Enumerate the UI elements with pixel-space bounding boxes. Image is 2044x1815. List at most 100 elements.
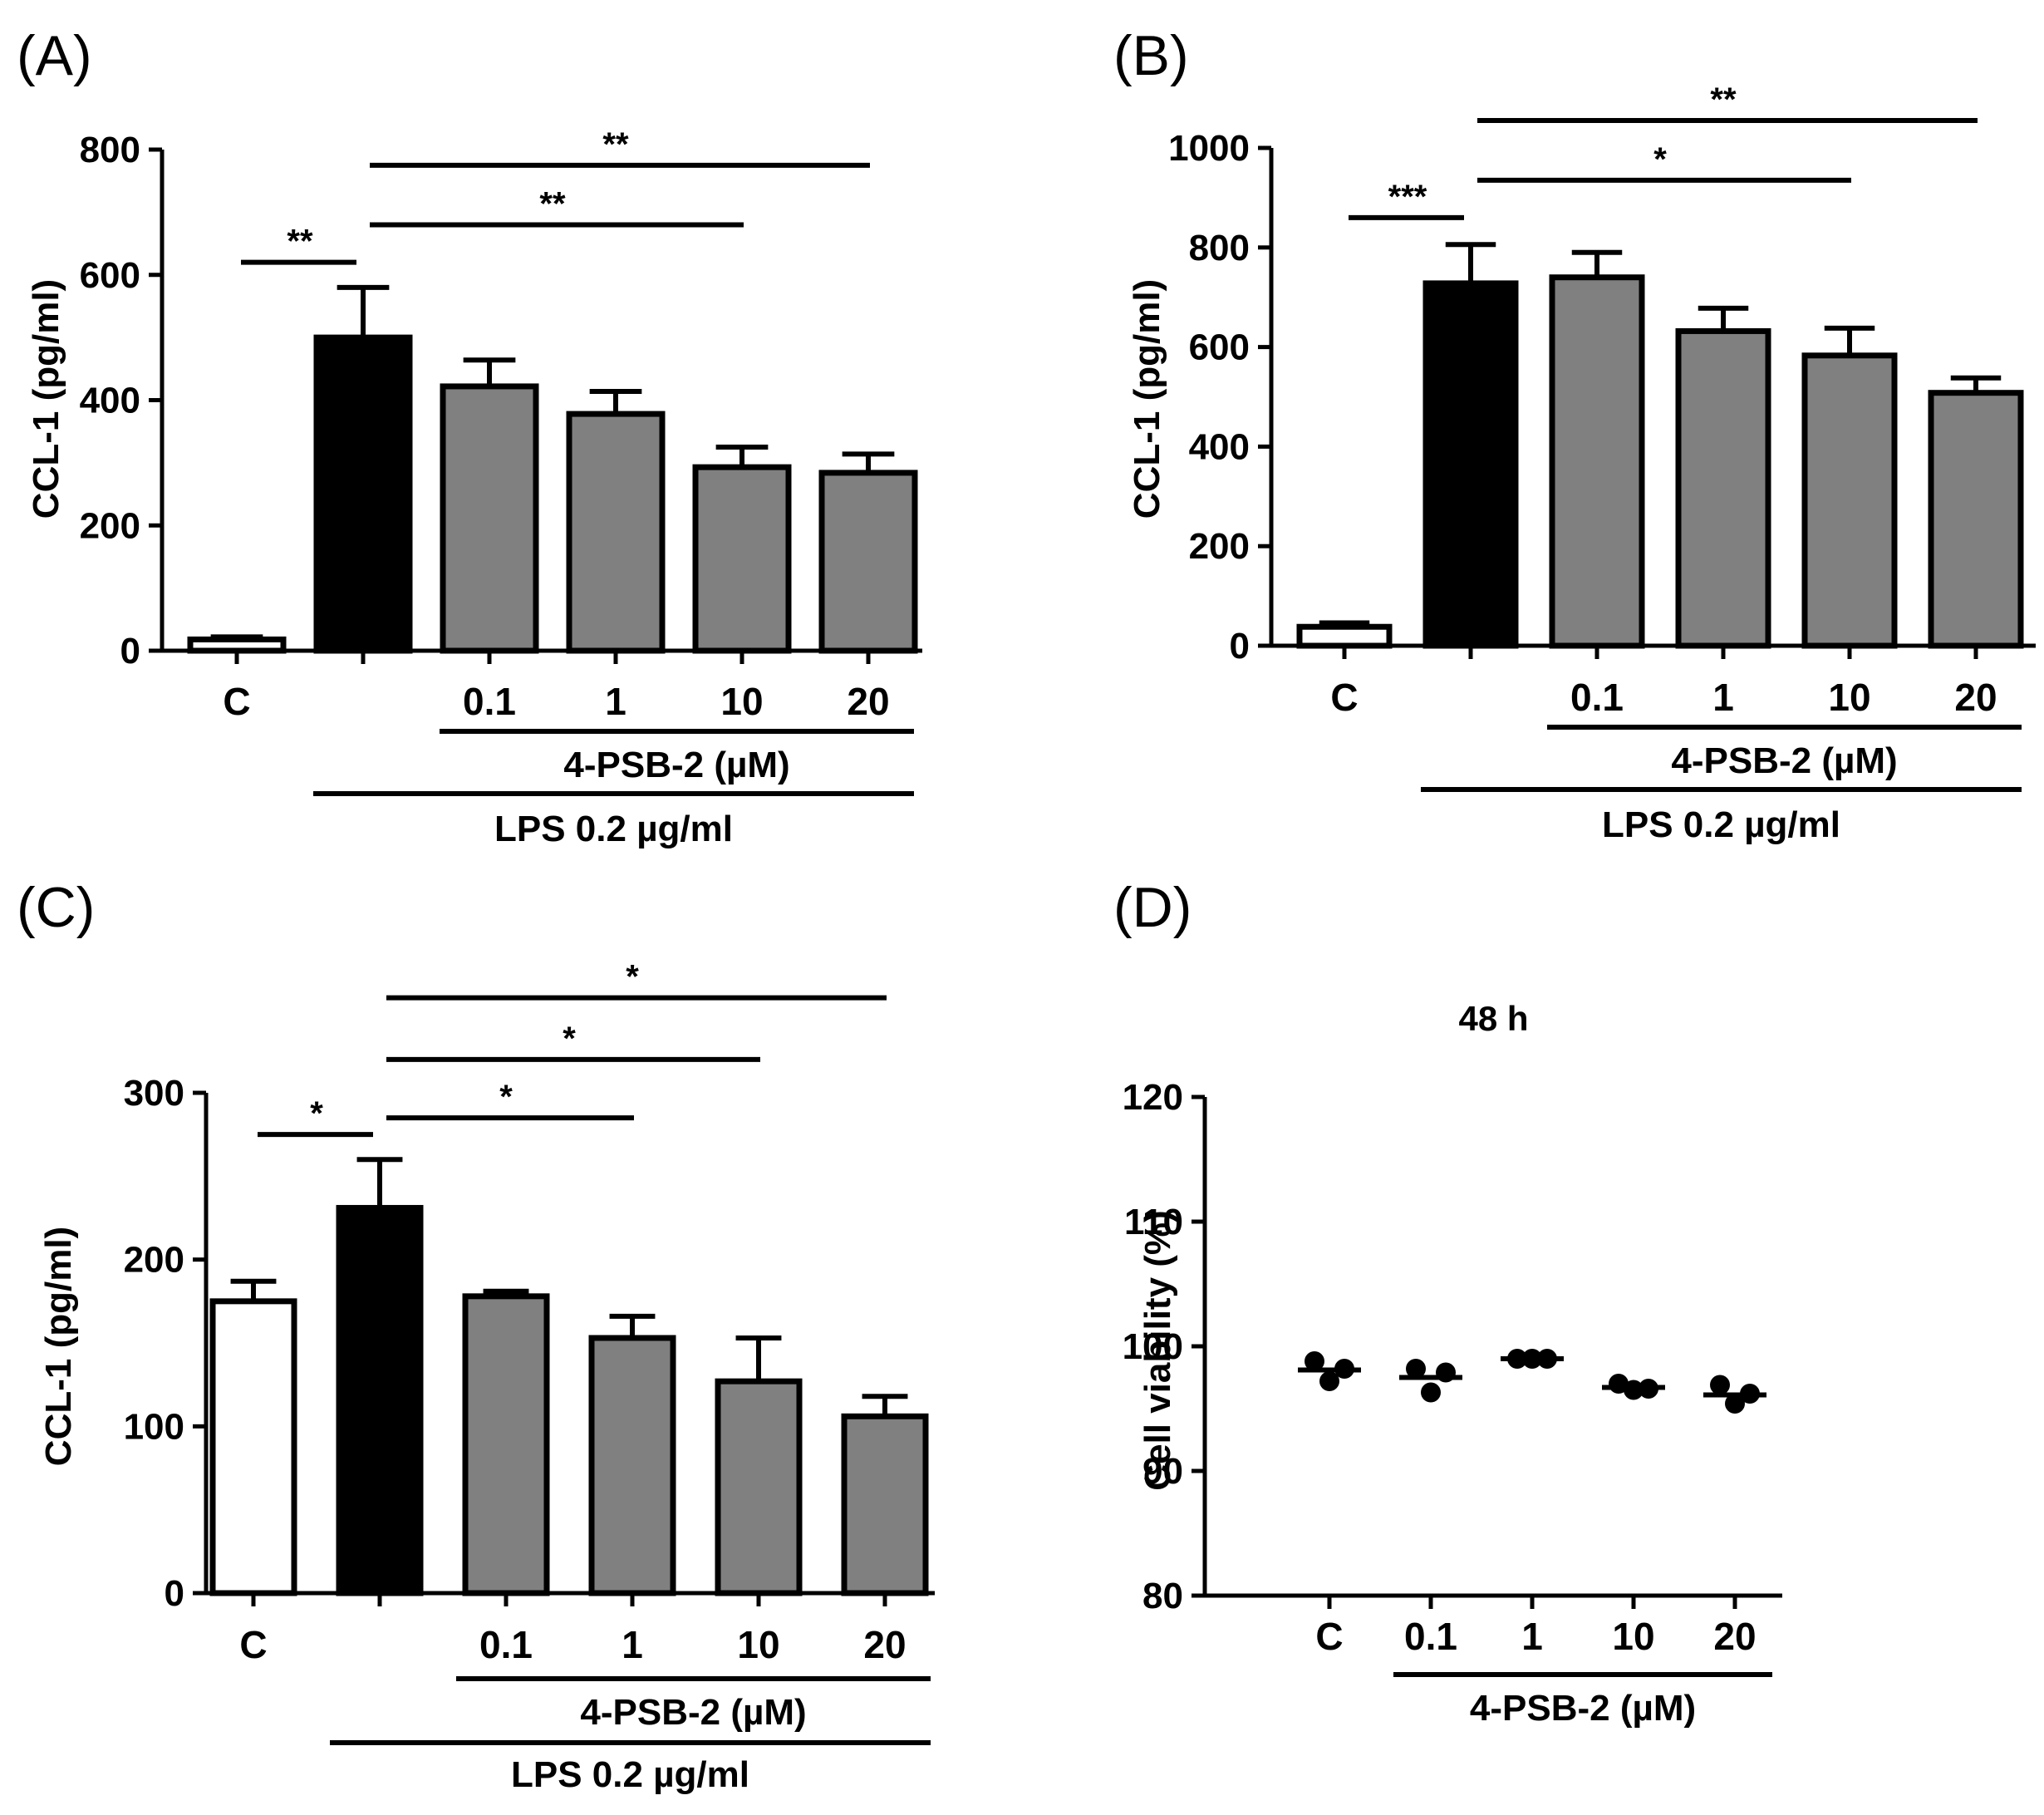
bar [841, 1413, 929, 1596]
data-point [1624, 1380, 1644, 1400]
panel-label: (A) [17, 24, 92, 87]
data-point [1522, 1349, 1542, 1369]
x-tick-label: C [239, 1623, 267, 1666]
x-tick-label: 10 [1828, 676, 1870, 719]
y-axis-label: CCL-1 (pg/ml) [1127, 279, 1167, 519]
bar [1422, 280, 1519, 649]
y-tick-label: 1000 [1168, 128, 1250, 169]
x-tick-label: 0.1 [463, 680, 516, 723]
significance-label: ** [1710, 81, 1737, 118]
y-tick-label: 100 [1123, 1326, 1183, 1367]
y-tick-label: 120 [1123, 1077, 1183, 1118]
x-tick-label: C [1315, 1615, 1343, 1658]
group-label: LPS 0.2 µg/ml [494, 809, 733, 849]
y-axis-label: CCL-1 (pg/ml) [26, 279, 66, 519]
x-tick-label: 0.1 [1404, 1615, 1457, 1658]
x-tick-label: 1 [1712, 676, 1734, 719]
chart-panel-3: (C) 0 100 200 300 C 0.1 1 10 20 CCL-1 (pg/ml) * * * * 4… [17, 876, 935, 1795]
x-tick-label: 10 [720, 680, 763, 723]
x-tick-label: 0.1 [479, 1623, 533, 1666]
y-tick-label: 0 [120, 631, 140, 671]
data-point [1507, 1349, 1527, 1369]
data-point [1319, 1371, 1339, 1391]
y-tick-label: 800 [80, 130, 140, 170]
bar [715, 1378, 803, 1596]
bar [209, 1298, 297, 1596]
significance-label: * [310, 1095, 323, 1132]
y-tick-label: 600 [80, 255, 140, 296]
significance-label: ** [287, 224, 313, 260]
data-point [1639, 1379, 1658, 1399]
bar [818, 470, 918, 654]
bar [187, 636, 287, 654]
group-label: 4-PSB-2 (µM) [1671, 740, 1897, 781]
x-tick-label: 1 [605, 680, 626, 723]
x-tick-label: 1 [622, 1623, 643, 1666]
data-point [1710, 1375, 1730, 1395]
bar [1675, 327, 1771, 649]
group-label: 4-PSB-2 (µM) [580, 1692, 806, 1733]
y-tick-label: 100 [124, 1406, 184, 1447]
y-tick-label: 90 [1142, 1451, 1183, 1492]
data-point [1436, 1362, 1456, 1383]
data-point [1537, 1349, 1557, 1369]
bar [1801, 352, 1898, 649]
data-point [1406, 1359, 1426, 1379]
chart-panel-1: (A) 0 200 400 600 800 C 0.1 1 10 20 CCL-1 (pg/ml) **… [17, 24, 922, 849]
data-point [1305, 1351, 1324, 1371]
x-tick-label: C [1330, 676, 1358, 719]
group-label: 4-PSB-2 (µM) [1470, 1688, 1696, 1729]
x-tick-label: 20 [863, 1623, 906, 1666]
x-tick-label: 10 [1612, 1615, 1654, 1658]
x-tick-label: 20 [1954, 676, 1997, 719]
data-point [1334, 1359, 1354, 1379]
y-axis-label: CCL-1 (pg/ml) [38, 1227, 79, 1466]
group-label: 4-PSB-2 (µM) [563, 745, 789, 785]
panel-label: (B) [1113, 24, 1189, 87]
y-tick-label: 400 [80, 381, 140, 421]
significance-label: ** [602, 126, 629, 163]
bar [440, 383, 539, 654]
y-tick-label: 0 [165, 1573, 184, 1614]
data-point [1421, 1382, 1441, 1403]
y-tick-label: 0 [1230, 626, 1250, 666]
y-tick-label: 200 [1189, 526, 1250, 567]
y-tick-label: 600 [1189, 327, 1250, 368]
bar [336, 1204, 424, 1596]
x-tick-label: 0.1 [1570, 676, 1624, 719]
data-point [1725, 1394, 1745, 1414]
panel-label: (C) [17, 876, 95, 939]
x-tick-label: 1 [1521, 1615, 1543, 1658]
bar [692, 464, 792, 654]
x-tick-label: 10 [737, 1623, 779, 1666]
chart-title: 48 h [1458, 999, 1528, 1038]
bar [566, 411, 666, 654]
data-point [1740, 1384, 1760, 1404]
significance-label: ** [539, 185, 566, 222]
bar [1549, 274, 1645, 649]
bar [1928, 390, 2024, 649]
bar [313, 334, 413, 654]
bar [588, 1335, 676, 1596]
x-tick-label: 20 [1713, 1615, 1756, 1658]
chart-panel-2: (B) 0 200 400 600 800 1000 C 0.1 1 10 20 CCL-1 (pg/m… [1113, 24, 2036, 845]
significance-label: * [563, 1021, 576, 1057]
group-label: LPS 0.2 µg/ml [1602, 804, 1840, 845]
y-tick-label: 300 [124, 1073, 184, 1114]
x-tick-label: C [223, 680, 250, 723]
panel-label: (D) [1113, 876, 1192, 939]
bar [1296, 623, 1393, 649]
y-axis-label: Cell viability (%) [1137, 1210, 1178, 1490]
significance-label: * [626, 959, 639, 996]
data-point [1609, 1374, 1629, 1394]
y-tick-label: 200 [80, 505, 140, 546]
y-tick-label: 200 [124, 1240, 184, 1281]
x-tick-label: 20 [847, 680, 889, 723]
significance-label: * [499, 1079, 513, 1115]
group-label: LPS 0.2 µg/ml [511, 1754, 749, 1795]
bar [462, 1293, 550, 1596]
y-tick-label: 80 [1142, 1576, 1183, 1616]
y-tick-label: 110 [1124, 1202, 1183, 1242]
